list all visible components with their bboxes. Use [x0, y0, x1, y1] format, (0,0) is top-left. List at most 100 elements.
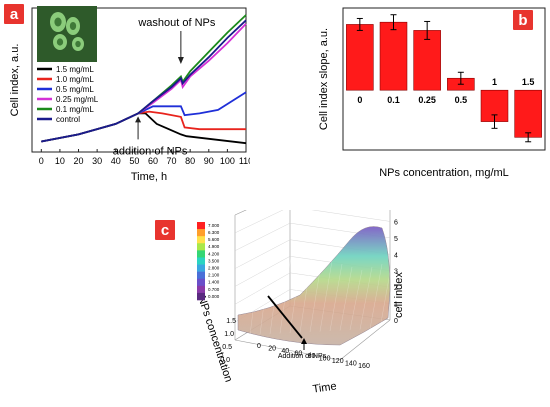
x-tick-label: 60	[294, 351, 302, 358]
colorbar-swatch	[197, 229, 205, 237]
grid-line	[234, 239, 291, 269]
inset-cell-core	[56, 38, 64, 46]
surface-mesh	[369, 263, 383, 330]
colorbar-swatch	[197, 285, 205, 294]
colorbar-label: 6.300	[208, 230, 220, 235]
panel-c: Addition of NPs01234567cell index0204060…	[150, 189, 410, 402]
z-tick-label: 4	[394, 252, 398, 259]
surface-mesh	[269, 245, 283, 335]
x-tick-label: 70	[167, 156, 177, 166]
x-tick-label: 60	[148, 156, 158, 166]
x-tick-label: 20	[268, 346, 276, 353]
bar-chart: 0 0.1 0.25 0.5 1 1.5 NPs concentration, mg/mL C…	[318, 7, 546, 179]
z-tick-label: 2	[394, 285, 398, 292]
legend-label: 0.25 mg/mL	[56, 95, 99, 104]
surface-mesh	[259, 242, 273, 335]
panel-b: 0 0.1 0.25 0.5 1 1.5 NPs concentration, mg/mL C…	[295, 0, 550, 190]
colorbar-swatch	[197, 278, 205, 287]
addition-label: Addition of NPs	[278, 353, 327, 360]
x-tick-label: 100	[319, 356, 331, 363]
z-tick-label: 3	[394, 269, 398, 276]
grid-line	[234, 206, 291, 234]
category-label: 1.5	[522, 77, 535, 87]
y-axis-label: Cell index, a.u.	[9, 44, 21, 117]
colorbar-label: 5.600	[208, 237, 220, 242]
category-label: 0.1	[387, 95, 400, 105]
y-tick-label: 0.0	[220, 357, 230, 364]
addition-arrowhead	[135, 116, 142, 123]
colorbar-label: 0.700	[208, 287, 220, 292]
colorbar-swatch	[197, 222, 205, 230]
bar	[514, 89, 542, 138]
panel-badge-letter: c	[161, 222, 169, 239]
surface	[237, 226, 391, 346]
x-tick-label: 0	[257, 343, 261, 350]
surface-mesh	[309, 257, 323, 333]
x-tick-label: 50	[129, 156, 139, 166]
colorbar-label: 2.100	[208, 273, 220, 278]
legend-label: 0.1 mg/mL	[56, 105, 94, 114]
frame-edge	[339, 319, 391, 361]
x-tick-label: 80	[308, 353, 316, 360]
legend-label: 1.0 mg/mL	[56, 75, 94, 84]
surface-mesh	[349, 269, 363, 331]
grid-line	[289, 206, 391, 222]
x-tick-label: 90	[204, 156, 214, 166]
x-tick-label: 0	[39, 156, 44, 166]
z-tick-label: 0	[394, 318, 398, 325]
surface-mesh	[289, 251, 303, 334]
y-axis-label: NPs concentration	[195, 294, 234, 383]
x-axis-label: Time	[312, 380, 337, 395]
surface-mesh	[299, 254, 313, 333]
washout-label: washout of NPs	[137, 17, 216, 29]
legend-label: 0.5 mg/mL	[56, 85, 94, 94]
grid-line	[234, 222, 291, 251]
x-tick-label: 20	[74, 156, 84, 166]
surface-mesh	[339, 266, 353, 331]
addition-label: addition of NPs	[113, 145, 188, 157]
inset-cell-core	[54, 17, 62, 27]
plot-frame	[31, 7, 247, 153]
colorbar-swatch	[197, 264, 205, 272]
panel-badge	[155, 220, 175, 240]
surface-mesh	[279, 248, 293, 334]
colorbar-label: 2.800	[208, 266, 220, 271]
colorbar-label: 4.900	[208, 244, 220, 249]
surface-mesh	[319, 260, 333, 332]
panel-badge	[4, 4, 24, 24]
surface-mesh	[359, 266, 373, 330]
frame-edge	[234, 189, 291, 216]
x-tick-label: 80	[185, 156, 195, 166]
colorbar-label: 7.000	[208, 223, 220, 228]
x-axis-label: Time, h	[131, 171, 167, 183]
inset-cell-core	[75, 40, 81, 48]
x-tick-label: 140	[345, 361, 357, 368]
inset-background	[37, 6, 97, 62]
line-chart: 0 10 20 30 40 50 60 70 80 90 100 110 Time, h Cell ind…	[4, 4, 253, 183]
panel-badge-letter: b	[518, 12, 527, 29]
x-tick-label: 40	[111, 156, 121, 166]
category-label: 1	[492, 77, 497, 87]
colorbar-swatch	[197, 257, 205, 265]
category-label: 0	[357, 95, 362, 105]
category-label: 0.25	[418, 95, 436, 105]
x-tick-label: 110	[239, 156, 250, 166]
colorbar-label: 0.000	[208, 294, 220, 299]
y-tick-label: 1.5	[226, 318, 236, 325]
x-axis-label: NPs concentration, mg/mL	[379, 167, 509, 179]
x-tick-label: 120	[332, 358, 344, 365]
surface-chart: Addition of NPs01234567cell index0204060…	[155, 189, 405, 396]
addition-arrowhead	[301, 338, 307, 344]
surface-mesh	[379, 260, 393, 329]
panel-badge-letter: a	[10, 6, 19, 23]
x-tick-label: 160	[358, 363, 370, 370]
category-label: 0.5	[455, 95, 468, 105]
colorbar-swatch	[197, 236, 205, 244]
colorbar-label: 4.200	[208, 251, 220, 256]
colorbar-swatch	[197, 271, 205, 280]
z-tick-label: 5	[394, 236, 398, 243]
z-tick-label: 6	[394, 219, 398, 226]
frame-edge	[234, 339, 341, 361]
colorbar-label: 3.500	[208, 258, 220, 263]
grid-line	[234, 256, 291, 287]
